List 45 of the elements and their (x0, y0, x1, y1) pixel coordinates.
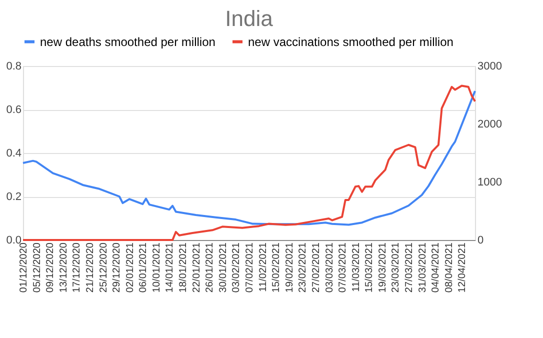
x-tick-label: 13/12/2020 (58, 242, 70, 293)
x-tick-label: 26/01/2021 (204, 242, 216, 293)
x-tick-label: 19/03/2021 (377, 242, 388, 293)
x-tick-label: 27/02/2021 (310, 242, 322, 293)
y-tick-label: 0.8 (6, 60, 22, 72)
x-tick-label: 23/02/2021 (298, 242, 309, 293)
y-tick-label: 0.6 (6, 104, 22, 116)
x-tick-label: 18/01/2021 (178, 242, 190, 293)
y2-tick-label: 3000 (478, 60, 502, 72)
x-tick-label: 31/03/2021 (417, 242, 428, 293)
x-tick-label: 17/12/2020 (72, 242, 83, 293)
x-tick-label: 06/01/2021 (138, 242, 150, 293)
legend-label: new deaths smoothed per million (40, 34, 216, 49)
y-tick-label: 0.2 (6, 191, 22, 203)
x-tick-label: 22/01/2021 (191, 242, 202, 293)
y-tick-label: 0.4 (6, 148, 22, 160)
x-tick-label: 03/02/2021 (231, 242, 242, 293)
x-tick-label: 29/12/2020 (112, 242, 123, 293)
x-tick-label: 14/01/2021 (164, 242, 176, 293)
x-tick-label: 01/12/2020 (18, 242, 30, 293)
x-tick-label: 27/03/2021 (404, 242, 416, 293)
x-tick-label: 07/03/2021 (338, 242, 349, 293)
x-tick-label: 21/12/2020 (84, 242, 96, 293)
x-tick-label: 07/02/2021 (244, 242, 256, 293)
x-tick-label: 05/12/2020 (32, 242, 43, 293)
x-tick-label: 10/01/2021 (151, 242, 162, 293)
x-tick-label: 30/01/2021 (218, 242, 229, 293)
x-tick-label: 03/03/2021 (324, 242, 336, 293)
chart-title: India (225, 6, 274, 31)
y2-tick-label: 2000 (478, 118, 502, 130)
x-tick-label: 15/03/2021 (364, 242, 376, 293)
x-tick-label: 08/04/2021 (444, 242, 455, 293)
x-tick-label: 19/02/2021 (284, 242, 296, 293)
x-tick-label: 12/04/2021 (457, 242, 468, 293)
x-tick-label: 11/02/2021 (258, 242, 269, 292)
x-tick-label: 15/02/2021 (271, 242, 282, 293)
x-tick-label: 02/01/2021 (124, 242, 136, 293)
y2-tick-label: 0 (478, 234, 484, 246)
x-tick-label: 11/03/2021 (350, 242, 362, 292)
x-tick-label: 23/03/2021 (390, 242, 402, 293)
x-tick-label: 25/12/2020 (98, 242, 110, 293)
x-tick-label: 04/04/2021 (430, 242, 442, 293)
legend-label: new vaccinations smoothed per million (248, 34, 454, 49)
y2-tick-label: 1000 (478, 176, 502, 188)
x-tick-label: 09/12/2020 (45, 242, 56, 293)
